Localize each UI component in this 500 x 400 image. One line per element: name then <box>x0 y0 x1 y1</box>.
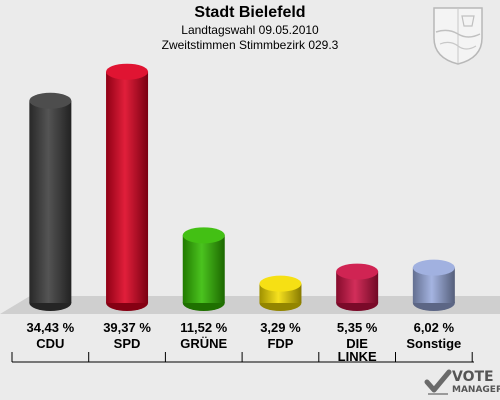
category-label-gr-ne: GRÜNE <box>180 336 228 351</box>
bar-body-gr-ne <box>182 235 225 303</box>
logo-text-vote: VOTE <box>452 369 494 385</box>
category-axis <box>11 352 474 363</box>
chart-subtitle-district: Zweitstimmen Stimmbezirk 029.3 <box>161 38 339 52</box>
value-label-cdu: 34,43 % <box>26 320 75 335</box>
coat-of-arms-icon <box>433 7 483 65</box>
logo-text-manager: MANAGER <box>452 385 500 395</box>
value-label-sonstige: 6,02 % <box>413 320 455 335</box>
bar-spd <box>106 63 149 311</box>
bar-fdp <box>259 275 302 311</box>
bar-cap-sonstige <box>412 259 455 276</box>
bar-group <box>29 63 455 311</box>
bar-cdu <box>29 92 72 311</box>
bar-cap-gr-ne <box>182 227 225 244</box>
bar-sonstige <box>412 259 455 311</box>
bar-gr-ne <box>182 227 225 311</box>
value-label-die-linke: 5,35 % <box>336 320 378 335</box>
bar-body-spd <box>106 71 149 303</box>
chart-title: Stadt Bielefeld <box>194 4 306 21</box>
bar-cap-fdp <box>259 275 302 292</box>
category-label-die-linke: DIE LINKE <box>337 336 377 364</box>
bar-cap-spd <box>106 63 149 80</box>
bar-die-linke <box>336 263 379 311</box>
bar-body-cdu <box>29 100 72 303</box>
category-label-spd: SPD <box>113 336 141 351</box>
value-label-fdp: 3,29 % <box>260 320 301 335</box>
vote-manager-logo: VOTE MANAGER <box>424 368 500 398</box>
category-label-cdu: CDU <box>36 336 65 351</box>
chart-subtitle-election: Landtagswahl 09.05.2010 <box>181 23 319 37</box>
bar-cap-cdu <box>29 92 72 109</box>
bar-cap-die-linke <box>336 263 379 280</box>
category-label-fdp: FDP <box>267 336 294 351</box>
value-label-spd: 39,37 % <box>103 320 151 335</box>
value-label-gr-ne: 11,52 % <box>180 320 228 335</box>
category-label-sonstige: Sonstige <box>406 336 462 351</box>
checkmark-icon <box>424 369 452 395</box>
